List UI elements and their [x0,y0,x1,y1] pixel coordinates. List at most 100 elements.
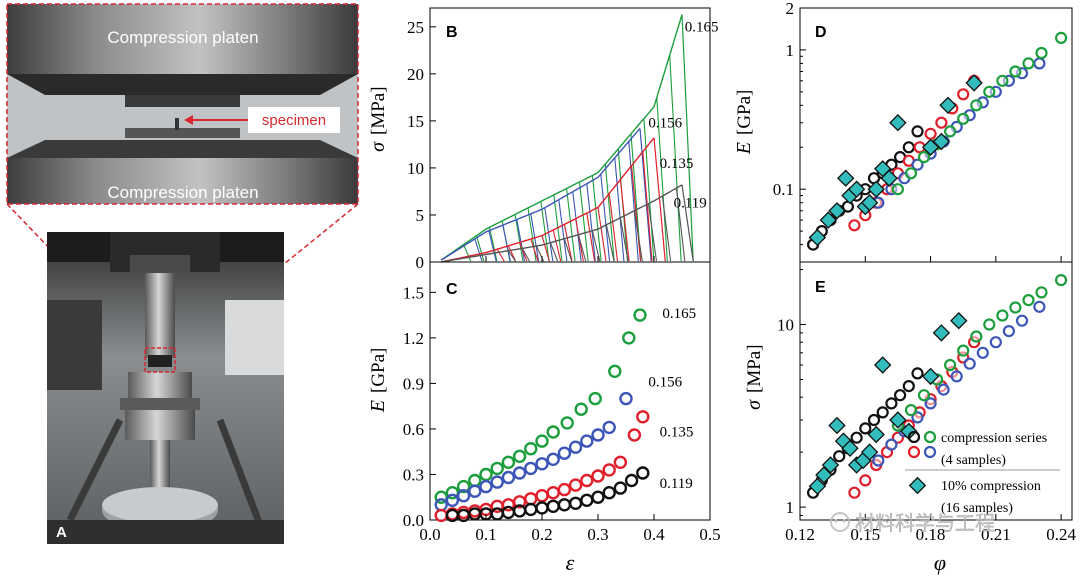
point-E-0.156 [976,346,989,359]
point-c-0.156 [580,434,594,448]
point-c-0.165 [546,425,560,439]
point-E-0.165 [917,389,931,402]
unload-cycle-0.119 [507,250,516,262]
ylabel-c: E [GPa] [367,348,389,414]
xtick-label-c: 0.4 [643,525,665,544]
unload-cycle-0.165 [643,118,655,262]
point-c-0.119 [546,499,560,513]
ylabel-c-symbol: E [367,400,389,413]
point-c-0.135 [627,428,642,442]
point-diamond-E [874,356,892,374]
panel-label-b: B [446,24,458,41]
point-D-0.165 [957,112,970,125]
unload-cycle-0.156 [474,238,483,262]
point-D-0.165 [1054,31,1068,45]
legend-compression-series: compression series [941,431,1047,446]
point-c-0.135 [535,489,549,503]
ytick-label-c: 0.0 [403,511,424,530]
point-D-0.165 [1035,46,1048,60]
ytick-label-b: 20 [407,65,424,84]
point-c-0.156 [456,489,471,503]
point-c-0.135 [557,482,572,497]
point-c-0.135 [434,508,448,523]
ytick-label-E: 10 [777,316,794,335]
point-c-0.135 [613,455,628,469]
point-diamond-D [939,96,957,114]
point-E-0.165 [996,309,1009,322]
point-c-0.156 [535,457,549,471]
point-c-0.119 [602,486,616,500]
point-E-0.119 [867,413,881,427]
xtick-label-E: 0.21 [981,525,1011,544]
point-E-0.165 [943,358,957,372]
unload-cycle-0.156 [558,199,568,262]
unload-cycle-0.135 [496,248,505,262]
point-c-0.165 [633,308,647,322]
curve-label-c: 0.135 [660,425,694,441]
point-D-0.165 [891,183,905,196]
panel-e-strength-density: E 1 10 0.12 0.15 0.18 0.21 0.24 σ [MPa] φ comp… [743,261,1076,575]
point-diamond-E [841,439,859,457]
point-c-0.119 [524,502,538,517]
ytick-label-c: 0.3 [403,465,424,484]
point-D-0.165 [904,167,918,180]
unload-cycle-0.119 [633,210,643,262]
unload-cycle-0.119 [549,242,559,262]
point-diamond-D [808,228,827,247]
unload-cycle-0.165 [591,175,602,262]
ylabel-d: E [GPa] [733,90,755,156]
point-diamond-D [867,180,885,198]
unload-cycle-0.165 [463,244,472,262]
point-c-0.119 [613,481,628,495]
modulus-markers [434,308,650,523]
panel-label-a: A [56,524,67,541]
unload-cycle-0.135 [541,235,550,262]
curve-label-b: 0.119 [674,195,707,211]
point-diamond-D [860,194,879,212]
point-diamond-D [932,132,951,151]
plot-frame-e [799,261,1073,521]
point-c-0.156 [546,452,560,466]
point-D-0.135 [848,219,861,232]
point-c-0.156 [468,484,482,498]
point-c-0.156 [602,420,616,435]
point-E-0.156 [1002,325,1016,338]
unload-cycle-0.135 [519,242,528,262]
point-c-0.156 [557,446,572,460]
unload-cycle-0.165 [527,207,537,262]
point-c-0.156 [524,461,538,476]
ylabel-d-unit: [GPa] [734,90,755,135]
xtick-label-c: 0.0 [419,525,440,544]
point-c-0.119 [535,501,549,515]
ytick-label-D: 2 [786,0,795,18]
final-unload-0.135 [653,137,666,262]
unload-cycle-0.135 [597,207,607,262]
unload-cycle-0.165 [578,181,589,262]
unload-cycle-0.156 [488,230,497,262]
point-D-0.135 [935,116,948,129]
point-D-0.165 [996,74,1009,87]
point-c-0.165 [456,479,471,494]
point-c-0.156 [501,470,516,485]
point-diamond-D [921,138,940,156]
point-c-0.135 [580,473,594,488]
point-diamond-E [932,324,951,342]
xtick-label-c: 0.2 [531,525,552,544]
unload-cycle-0.165 [669,55,682,262]
panel-c-modulus-strain: C 0.0 0.3 0.6 0.9 1.2 1.5 0.0 0.1 0.2 0.3 0.4 0.5 0… [367,261,721,575]
point-diamond-D [837,169,855,187]
point-c-0.156 [568,440,583,454]
point-E-0.156 [911,411,924,424]
zoom-inset: Compression platen Compression platen sp… [6,3,359,205]
point-diamond-E [950,312,968,330]
specimen-label: specimen [262,112,326,129]
unload-cycle-0.135 [631,165,642,262]
curve-label-b: 0.156 [648,115,682,131]
unload-cycle-0.135 [586,213,596,262]
ytick-label-b: 5 [416,206,425,225]
unload-cycle-0.165 [540,201,550,262]
unload-cycle-0.119 [619,217,629,262]
ytick-label-c: 0.6 [403,420,424,439]
point-D-0.165 [970,99,983,112]
point-c-0.165 [608,364,622,378]
